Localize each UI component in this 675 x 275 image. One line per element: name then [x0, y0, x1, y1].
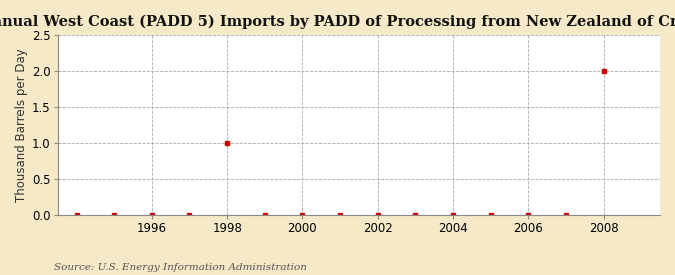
Y-axis label: Thousand Barrels per Day: Thousand Barrels per Day [15, 48, 28, 202]
Title: Annual West Coast (PADD 5) Imports by PADD of Processing from New Zealand of Cru: Annual West Coast (PADD 5) Imports by PA… [0, 15, 675, 29]
Text: Source: U.S. Energy Information Administration: Source: U.S. Energy Information Administ… [54, 263, 307, 272]
